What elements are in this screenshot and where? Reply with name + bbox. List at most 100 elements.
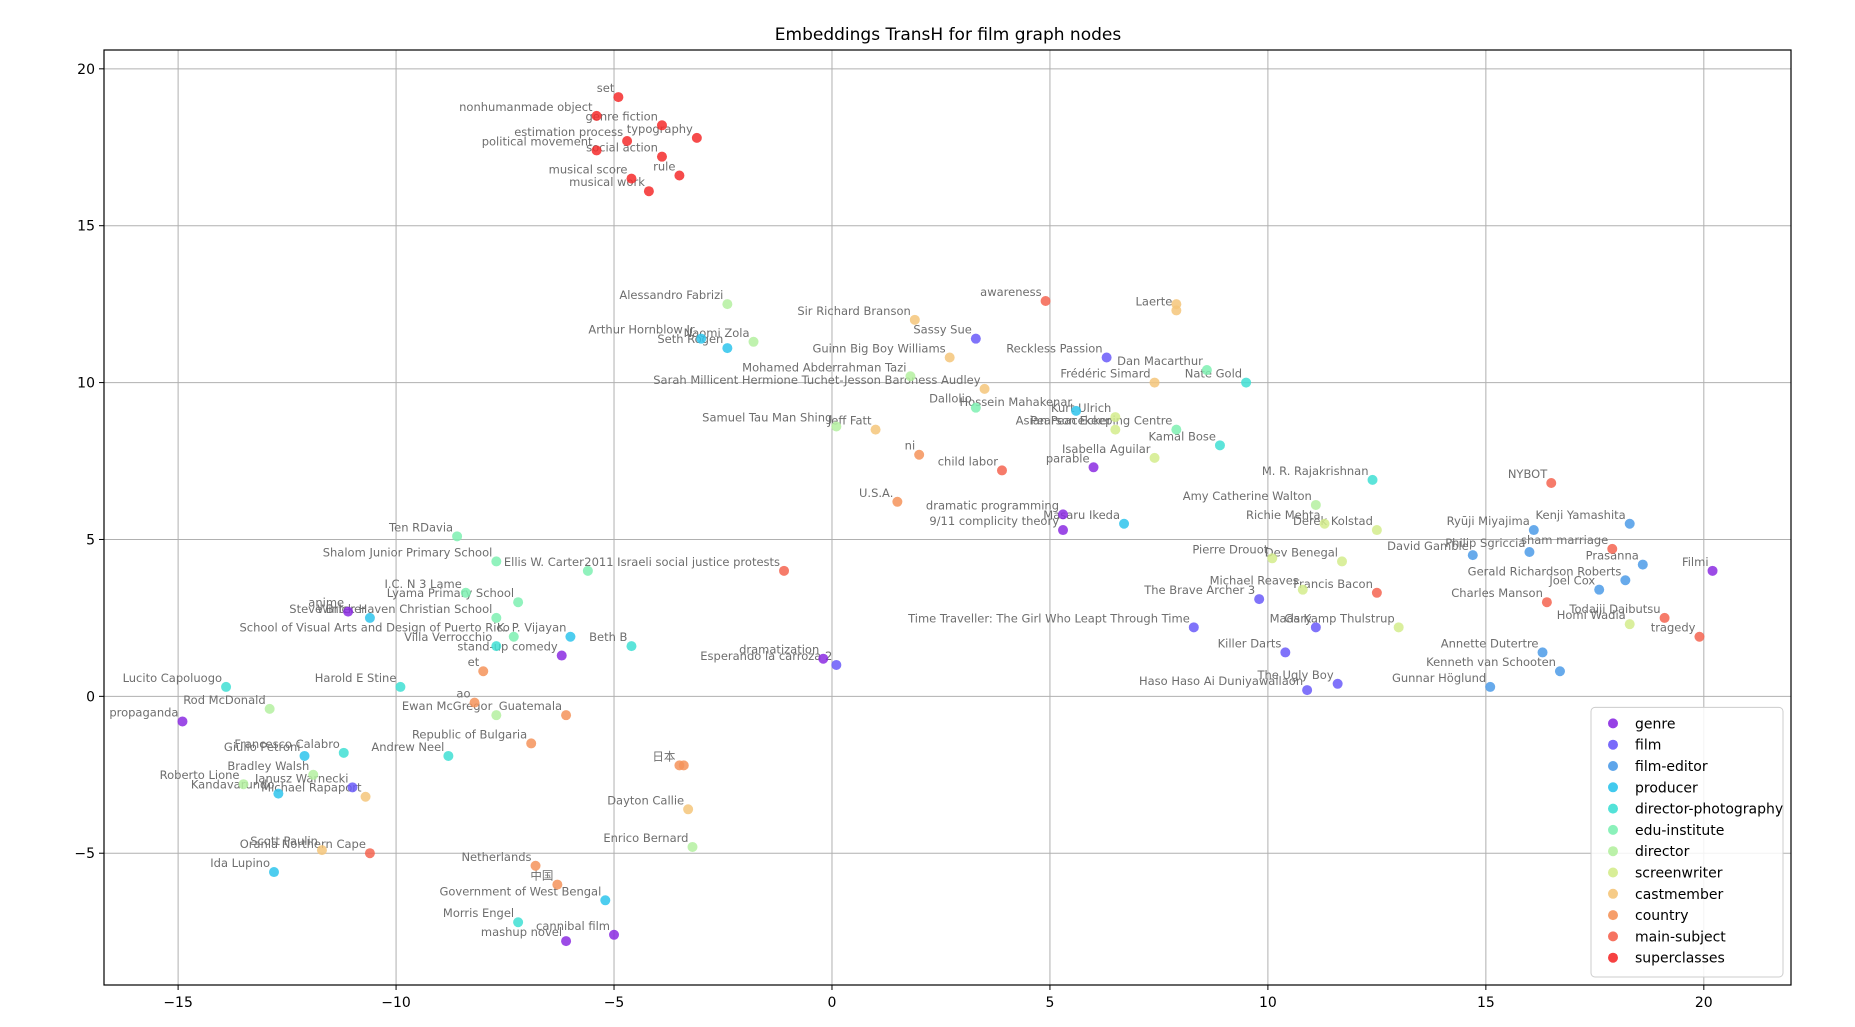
data-point-screenwriter [1371, 525, 1382, 536]
point-label: Enrico Bernard [603, 831, 688, 845]
legend-entry-director-photography: director-photography [1635, 802, 1783, 818]
data-point-edu-institute [491, 612, 502, 623]
point-label: Reckless Passion [1006, 341, 1102, 355]
data-point-director-photography [491, 641, 502, 652]
point-label: Richie Mehta [1246, 508, 1321, 522]
point-label: Arthur Hornblow Jr. [588, 323, 697, 337]
point-label: ni [905, 439, 915, 453]
point-label: Sir Richard Branson [797, 304, 910, 318]
data-point-genre [1058, 509, 1069, 520]
data-point-screenwriter [1267, 553, 1278, 564]
data-point-edu-institute [460, 587, 471, 598]
data-point-producer [1071, 405, 1082, 416]
data-point-castmember [360, 791, 371, 802]
point-label: Morris Engel [443, 906, 514, 920]
point-label: Beth B [589, 630, 627, 644]
x-tick-label: 10 [1259, 995, 1277, 1011]
point-label: Dallolio [929, 392, 972, 406]
data-point-film-editor [1528, 525, 1539, 536]
point-label: rule [653, 160, 675, 174]
data-point-main-subject [1371, 587, 1382, 598]
legend-entry-genre: genre [1635, 716, 1675, 732]
data-point-producer [269, 867, 280, 878]
point-label: Harold E Stine [315, 671, 397, 685]
legend-box [1590, 706, 1784, 978]
point-label: Derek Kolstad [1293, 514, 1373, 528]
point-label: child labor [938, 454, 999, 468]
data-point-director [831, 421, 842, 432]
legend-entry-screenwriter: screenwriter [1635, 866, 1723, 882]
point-label: Samuel Tau Man Shing [702, 411, 832, 425]
data-point-superclasses [626, 173, 637, 184]
data-point-castmember [683, 804, 694, 815]
y-tick-label: 20 [77, 62, 95, 78]
y-tick-label: 10 [77, 376, 95, 392]
point-label: Alessandro Fabrizi [619, 288, 723, 302]
legend-marker-producer [1608, 782, 1618, 793]
data-point-director [687, 841, 698, 852]
data-point-director [238, 779, 249, 790]
point-label: parable [1046, 451, 1090, 465]
point-label: musical score [549, 163, 628, 177]
point-label: Francis Bacon [1293, 577, 1373, 591]
data-point-director-photography [221, 681, 232, 692]
data-point-director-photography [513, 917, 524, 928]
data-point-director-photography [1367, 474, 1378, 485]
point-label: Hossein Mahakenar [960, 395, 1073, 409]
point-label: Pearson Ecker [1030, 414, 1111, 428]
point-label: Asian Peacekeeping Centre [1016, 414, 1173, 428]
legend-entry-country: country [1635, 908, 1689, 924]
data-point-director [491, 710, 502, 721]
legend-marker-film [1608, 739, 1618, 750]
point-label: Kenneth van Schooten [1426, 655, 1556, 669]
legend-entry-producer: producer [1635, 780, 1698, 796]
data-point-edu-institute [582, 565, 593, 576]
data-point-film-editor [1554, 666, 1565, 677]
legend-marker-director-photography [1608, 803, 1618, 814]
data-point-genre [1058, 525, 1069, 536]
point-label: Guatemala [499, 699, 562, 713]
point-label: Lucito Capoluogo [123, 671, 222, 685]
point-labels: propaganda anime stand-up comedy dramatizat… [109, 81, 1708, 939]
point-label: 2011 Israeli social justice protests [584, 555, 780, 569]
legend-entry-film-editor: film-editor [1635, 759, 1708, 775]
data-point-producer [565, 631, 576, 642]
data-point-superclasses [674, 170, 685, 181]
data-point-edu-institute [1171, 424, 1182, 435]
data-point-main-subject [779, 565, 790, 576]
point-label: Filmi [1682, 555, 1709, 569]
data-point-genre [1707, 565, 1718, 576]
x-tick-label: −5 [604, 995, 625, 1011]
point-label: Republic of Bulgaria [412, 727, 527, 741]
point-label: dramatic programming [926, 498, 1059, 512]
point-label: Laerte [1136, 294, 1173, 308]
point-label: Bradley Walsh [227, 759, 309, 773]
data-point-castmember [979, 383, 990, 394]
data-point-film-editor [1594, 584, 1605, 595]
point-label: Winter Haven Christian School [317, 602, 492, 616]
x-tick-label: 20 [1695, 995, 1713, 1011]
data-point-edu-institute [491, 556, 502, 567]
data-point-genre [561, 936, 572, 947]
point-label: Todaiji Daibutsu [1568, 602, 1660, 616]
point-label: musical work [569, 175, 645, 189]
point-label: David Gamble [1387, 539, 1469, 553]
data-point-edu-institute [1201, 365, 1212, 376]
point-label: Frédéric Simard [1060, 367, 1150, 381]
data-point-castmember [909, 314, 920, 325]
data-point-director-photography [1214, 440, 1225, 451]
data-point-screenwriter [1319, 518, 1330, 529]
data-point-screenwriter [1110, 412, 1121, 423]
data-point-country [526, 738, 537, 749]
x-tick-label: −10 [381, 995, 411, 1011]
point-label: Guinn Big Boy Williams [812, 341, 945, 355]
data-point-genre [177, 716, 188, 727]
data-point-main-subject [1694, 631, 1705, 642]
y-tick-label: 15 [77, 219, 95, 235]
point-label: propaganda [109, 705, 178, 719]
data-point-main-subject [1546, 477, 1557, 488]
point-label: Ten RDavia [388, 520, 453, 534]
point-label: Kurt Ulrich [1051, 401, 1111, 415]
data-point-castmember [1171, 299, 1182, 310]
